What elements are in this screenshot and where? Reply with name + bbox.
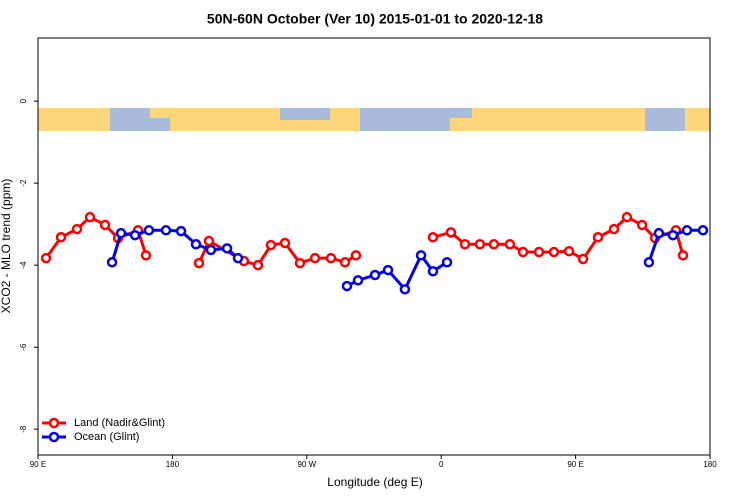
- point: [352, 275, 364, 286]
- point: [517, 246, 529, 258]
- y-tick-label: 0: [19, 98, 28, 103]
- point: [55, 232, 67, 243]
- point: [106, 257, 118, 268]
- point: [129, 229, 141, 241]
- point: [667, 229, 679, 241]
- point: [474, 238, 486, 250]
- point: [563, 245, 575, 257]
- x-axis-label: Longitude (deg E): [327, 475, 422, 489]
- point: [636, 219, 648, 231]
- point: [548, 246, 560, 258]
- point: [99, 219, 111, 231]
- point: [325, 252, 337, 264]
- point: [205, 244, 217, 256]
- legend-label: Ocean (Glint): [74, 431, 139, 443]
- point: [71, 223, 83, 235]
- point: [608, 223, 620, 235]
- point: [221, 243, 233, 254]
- point: [339, 257, 351, 268]
- x-tick-label: 90 E: [567, 460, 583, 469]
- point: [653, 227, 665, 239]
- x-tick-label: 90 W: [297, 460, 316, 469]
- x-tick-label: 90 E: [30, 460, 46, 469]
- point: [399, 284, 411, 295]
- point: [115, 227, 127, 239]
- point: [175, 225, 187, 237]
- point: [577, 253, 589, 265]
- point: [441, 257, 453, 268]
- point: [592, 232, 604, 243]
- point: [84, 211, 96, 223]
- point: [459, 238, 471, 250]
- y-tick-label: -2: [19, 179, 28, 187]
- y-tick-label: -6: [19, 343, 28, 351]
- point: [445, 227, 457, 238]
- point: [350, 250, 362, 261]
- point: [504, 238, 516, 250]
- point: [190, 238, 202, 250]
- point: [643, 257, 655, 268]
- map-band: [38, 108, 710, 131]
- point: [193, 257, 205, 269]
- point: [427, 232, 439, 243]
- point: [252, 259, 264, 271]
- point: [415, 250, 427, 261]
- point: [143, 225, 155, 236]
- point: [265, 239, 277, 251]
- point: [294, 257, 306, 269]
- y-tick-label: -4: [19, 261, 28, 269]
- point: [309, 252, 321, 264]
- legend-label: Land (Nadir&Glint): [74, 417, 165, 429]
- point: [140, 250, 152, 261]
- point: [533, 246, 545, 258]
- point: [488, 238, 500, 250]
- point: [677, 250, 689, 261]
- point: [40, 252, 52, 264]
- x-tick-label: 180: [166, 460, 180, 469]
- legend-marker: [48, 431, 60, 443]
- point: [382, 264, 394, 276]
- x-tick-label: 0: [439, 460, 444, 469]
- legend-marker: [48, 417, 60, 429]
- chart-title: 50N-60N October (Ver 10) 2015-01-01 to 2…: [207, 11, 543, 27]
- point: [369, 269, 381, 281]
- point: [621, 211, 633, 223]
- plot-frame: [37, 37, 711, 456]
- point: [203, 235, 215, 247]
- point: [341, 280, 353, 292]
- point: [279, 237, 291, 249]
- point: [681, 225, 693, 236]
- point: [232, 252, 244, 264]
- y-tick-label: -8: [19, 425, 28, 433]
- y-axis-label: XCO2 - MLO trend (ppm): [0, 179, 13, 314]
- point: [160, 225, 172, 236]
- point: [697, 225, 709, 236]
- x-tick-label: 180: [703, 460, 717, 469]
- point: [427, 266, 439, 277]
